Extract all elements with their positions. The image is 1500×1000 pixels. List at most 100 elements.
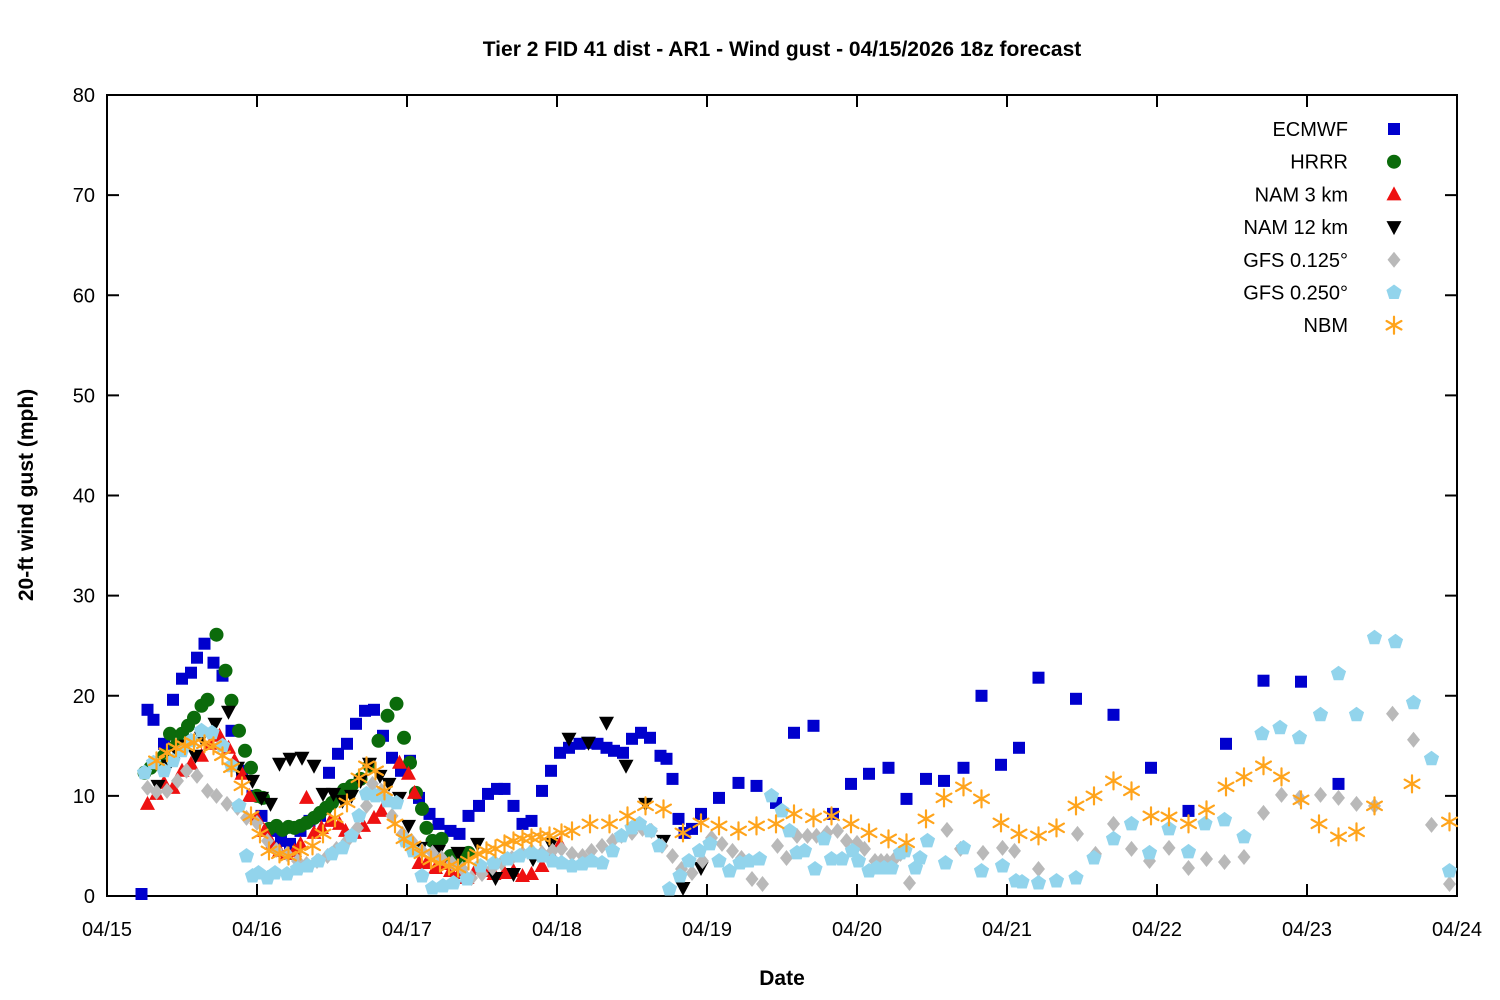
- data-point-hrrr: [380, 708, 395, 723]
- data-point-gfs-0-125: [1032, 861, 1045, 877]
- data-point-gfs-0-250: [388, 794, 405, 810]
- data-point-ecmwf: [863, 767, 875, 780]
- data-point-nbm: [338, 793, 356, 813]
- data-point-gfs-0-250: [1123, 815, 1140, 831]
- data-point-nbm: [326, 808, 344, 828]
- data-point-ecmwf: [141, 703, 154, 716]
- data-point-gfs-0-125: [1071, 825, 1084, 842]
- data-point-nbm: [842, 814, 860, 834]
- data-point-ecmwf: [462, 809, 475, 822]
- data-point-nbm: [553, 823, 570, 843]
- data-point-gfs-0-250: [238, 848, 255, 863]
- data-point-nam-12-km: [618, 759, 634, 774]
- data-point-hrrr: [200, 692, 215, 707]
- data-point-ecmwf: [644, 731, 656, 744]
- data-point-nam-12-km: [272, 757, 287, 772]
- data-point-nam-3-km: [392, 754, 407, 769]
- data-point-ecmwf: [207, 656, 220, 669]
- data-point-nbm: [440, 856, 458, 876]
- data-point-gfs-0-125: [996, 839, 1009, 856]
- data-point-nbm: [176, 736, 194, 756]
- data-point-gfs-0-125: [831, 822, 844, 839]
- data-point-nam-12-km: [254, 791, 269, 806]
- data-point-gfs-0-250: [1405, 694, 1422, 710]
- data-point-hrrr: [397, 730, 411, 745]
- data-point-nbm: [1105, 771, 1122, 791]
- data-point-gfs-0-250: [367, 787, 384, 803]
- x-tick-label: 04/20: [832, 919, 882, 941]
- data-point-ecmwf: [1257, 674, 1270, 687]
- data-point-gfs-0-250: [604, 842, 621, 858]
- data-point-ecmwf: [432, 817, 445, 830]
- data-point-nbm: [431, 853, 449, 873]
- data-point-nbm: [730, 821, 747, 841]
- legend-marker-gfs-0-125-icon: [1387, 251, 1401, 268]
- data-point-nbm: [505, 831, 522, 851]
- data-point-ecmwf: [660, 752, 673, 765]
- data-point-gfs-0-250: [1048, 873, 1065, 888]
- data-point-nbm: [860, 823, 878, 843]
- x-tick-label: 04/16: [232, 919, 282, 941]
- data-point-ecmwf: [323, 766, 335, 779]
- data-point-nbm: [376, 781, 393, 801]
- data-point-nbm: [386, 814, 404, 834]
- data-point-gfs-0-250: [459, 871, 475, 886]
- data-point-gfs-0-250: [1366, 629, 1383, 645]
- data-point-ecmwf: [198, 637, 211, 650]
- data-point-nbm: [251, 824, 269, 844]
- data-point-nam-3-km: [306, 824, 322, 839]
- data-point-hrrr: [403, 755, 417, 770]
- data-point-nam-3-km: [374, 802, 389, 817]
- legend-label-nbm: NBM: [1304, 315, 1348, 337]
- legend-marker-ecmwf-icon: [1388, 123, 1400, 135]
- x-tick-label: 04/17: [382, 919, 432, 941]
- legend-label-gfs-0-125: GFS 0.125°: [1243, 250, 1348, 272]
- data-point-hrrr: [389, 696, 404, 711]
- legend-item-hrrr: HRRR: [1290, 152, 1401, 174]
- data-point-nam-12-km: [506, 868, 521, 882]
- data-point-gfs-0-250: [796, 842, 813, 858]
- data-point-nam-12-km: [221, 705, 236, 720]
- data-point-gfs-0-250: [334, 839, 351, 855]
- data-point-gfs-0-250: [1086, 850, 1102, 865]
- data-point-nbm: [395, 829, 413, 849]
- data-point-gfs-0-125: [745, 871, 759, 887]
- data-point-hrrr: [209, 627, 224, 642]
- x-tick-label: 04/22: [1132, 919, 1182, 941]
- data-point-nbm: [314, 824, 332, 844]
- data-point-gfs-0-250: [642, 822, 658, 838]
- data-point-nbm: [601, 814, 618, 834]
- data-point-gfs-0-250: [763, 787, 780, 803]
- data-point-hrrr: [371, 733, 386, 748]
- data-point-nam-12-km: [294, 751, 310, 766]
- data-point-ecmwf: [713, 791, 725, 804]
- data-point-ecmwf: [147, 713, 160, 726]
- y-tick-label: 50: [73, 385, 95, 407]
- data-point-gfs-0-250: [351, 807, 367, 823]
- data-point-gfs-0-250: [1197, 815, 1213, 831]
- data-point-nbm: [367, 761, 384, 781]
- data-point-nam-12-km: [306, 759, 322, 774]
- data-point-gfs-0-250: [774, 802, 790, 818]
- data-point-gfs-0-125: [555, 840, 568, 857]
- data-point-nbm: [1123, 781, 1140, 801]
- data-point-ecmwf: [957, 761, 970, 774]
- data-point-nbm: [496, 834, 513, 854]
- data-point-ecmwf: [900, 792, 913, 805]
- data-point-gfs-0-250: [844, 842, 861, 858]
- data-point-nbm: [304, 836, 321, 856]
- legend-marker-nam-12-km-icon: [1386, 221, 1402, 236]
- data-point-gfs-0-125: [1218, 854, 1231, 870]
- data-point-gfs-0-125: [780, 850, 793, 866]
- data-point-gfs-0-125: [1125, 840, 1138, 857]
- data-point-gfs-0-125: [940, 821, 954, 838]
- data-point-ecmwf: [1032, 671, 1045, 684]
- data-point-gfs-0-250: [1330, 665, 1347, 681]
- data-point-nbm: [767, 814, 785, 834]
- data-point-nbm: [748, 816, 765, 836]
- data-point-nbm: [637, 796, 654, 816]
- data-point-gfs-0-125: [220, 795, 234, 812]
- data-point-gfs-0-125: [1407, 731, 1420, 748]
- legend-item-nam-12-km: NAM 12 km: [1244, 217, 1402, 239]
